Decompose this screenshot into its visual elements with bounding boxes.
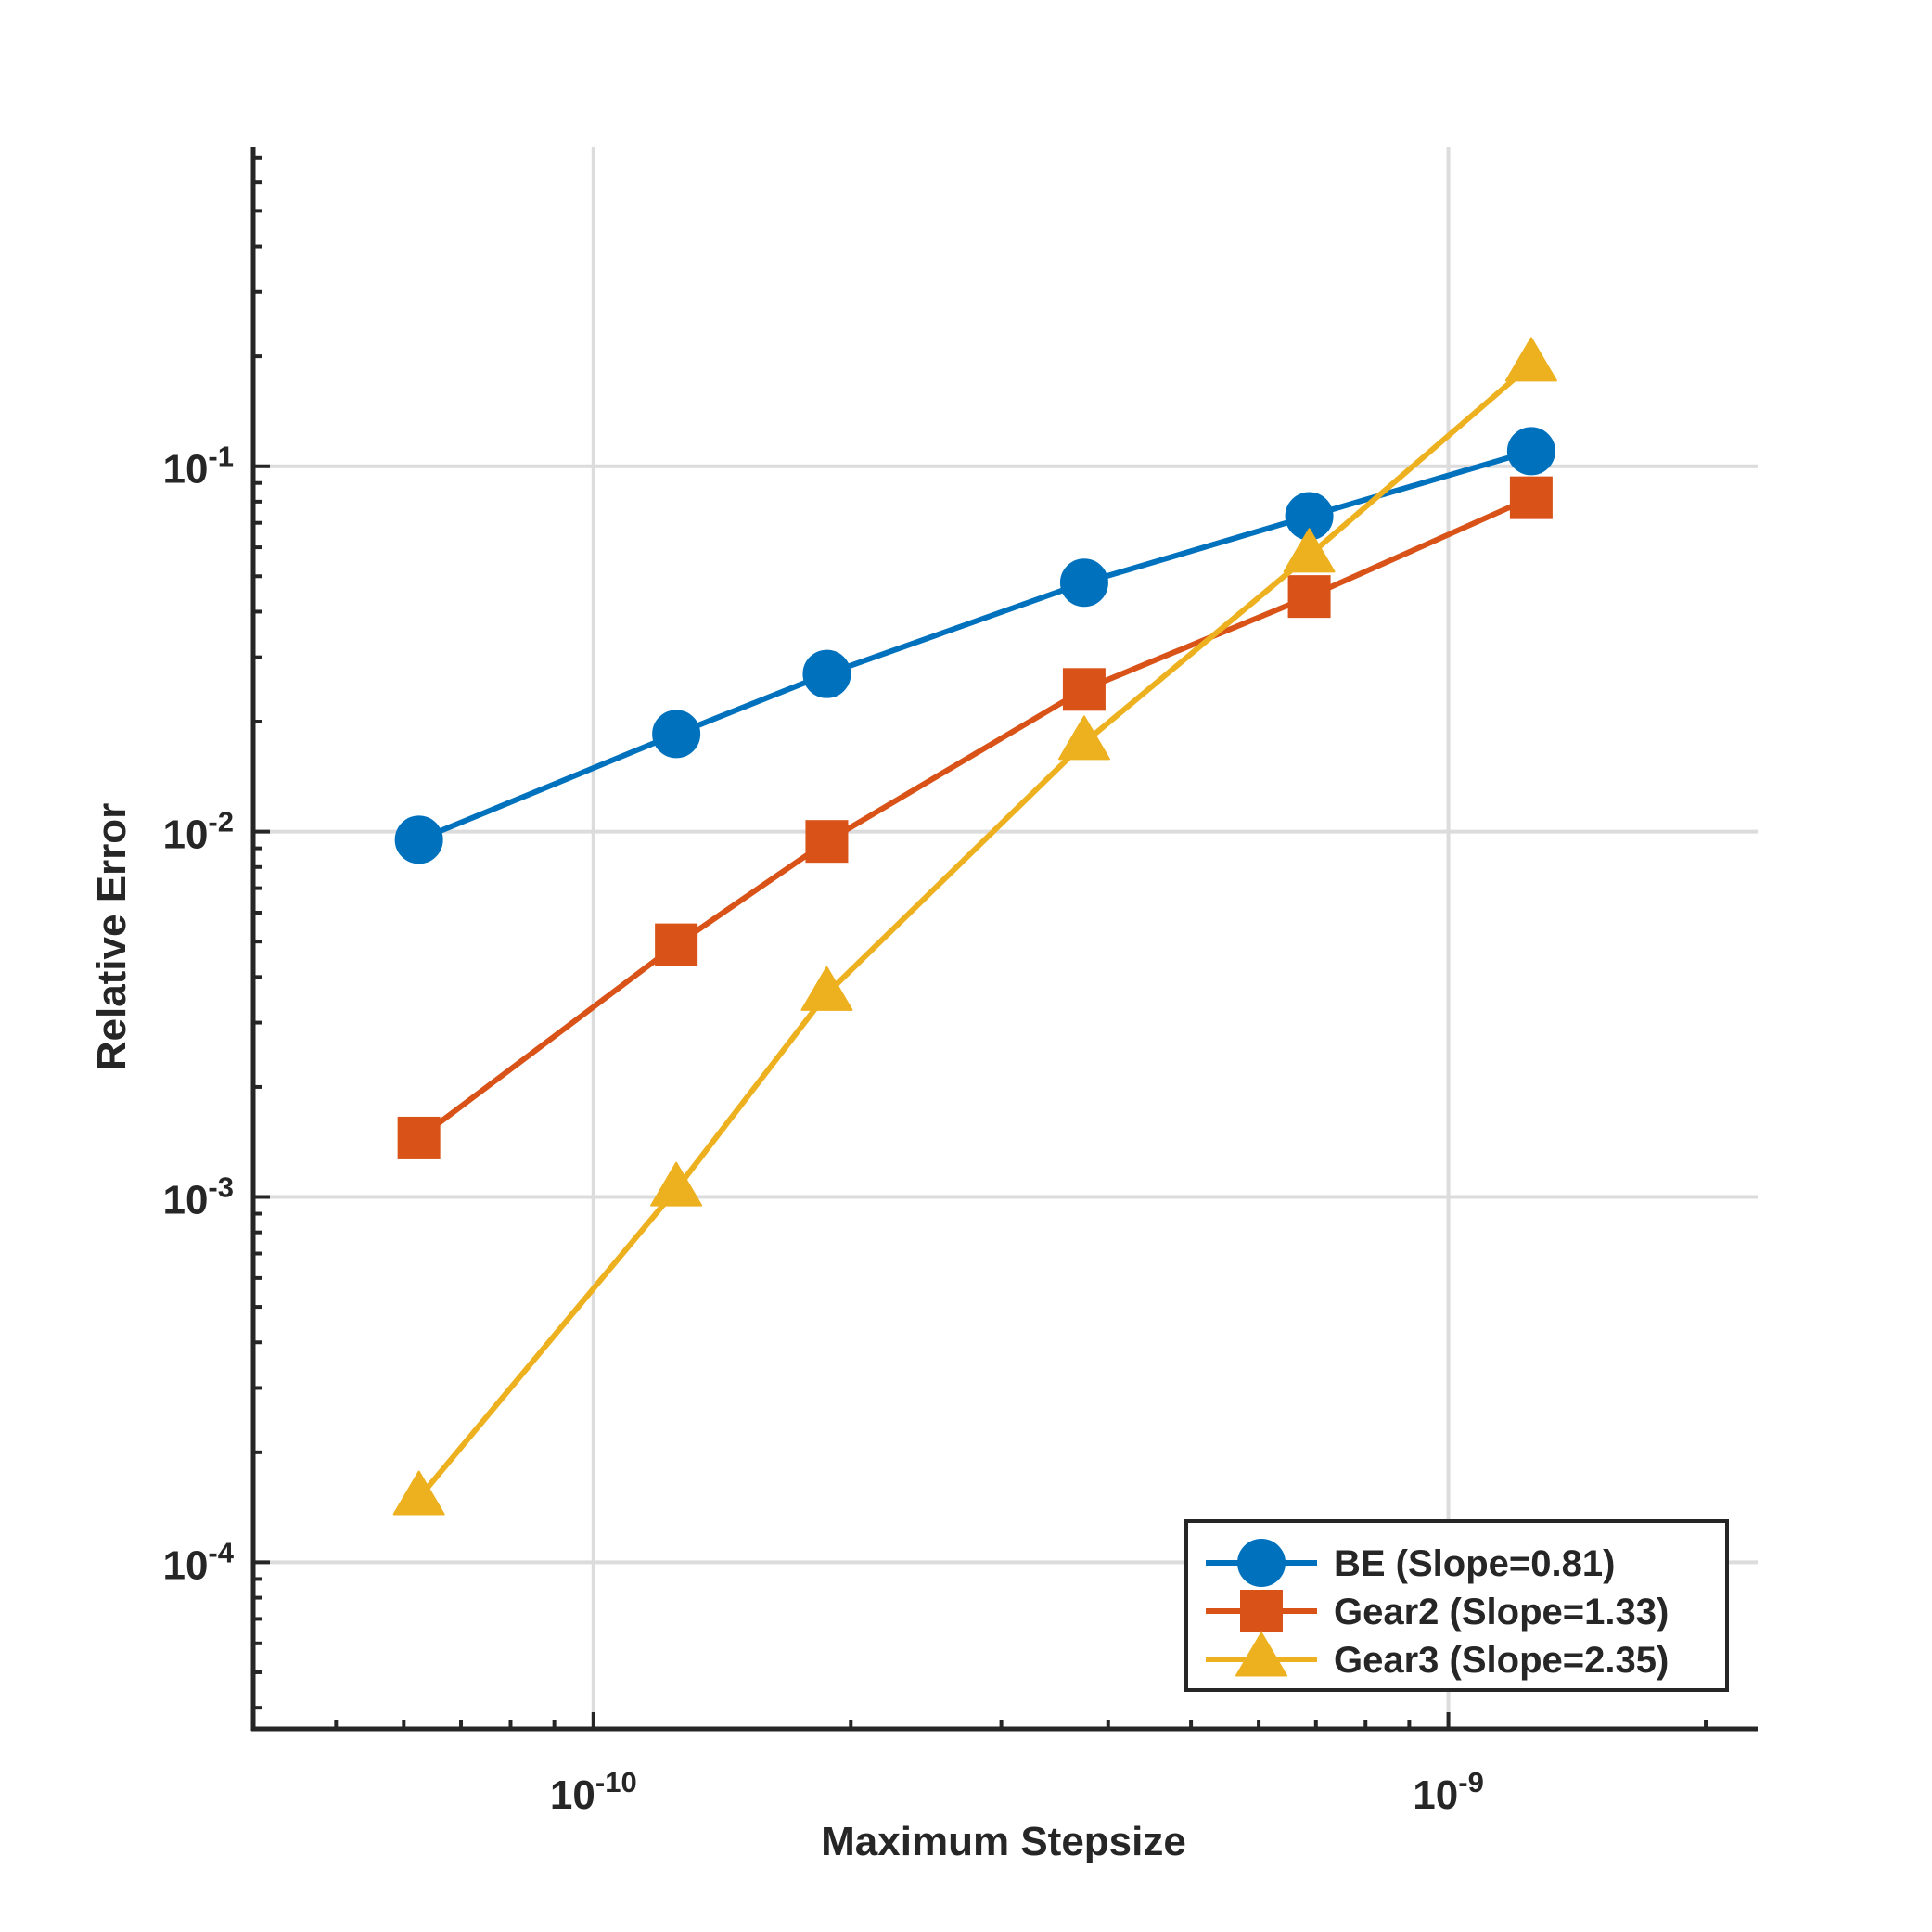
y-tick-label: 10-2 [162,806,234,858]
x-tick-label: 10-9 [1413,1766,1484,1818]
data-series [392,337,1557,1516]
grid-lines [253,147,1758,1729]
x-tick-label: 10-10 [550,1766,637,1818]
data-point [1062,668,1106,711]
data-point [802,649,851,698]
tick-labels: 10-10 10-9 10-4 10-3 10-2 10-1 [162,441,1483,1818]
data-point [800,966,853,1011]
series-1 [394,427,1555,864]
data-point [1059,558,1108,608]
y-tick-label: 10-4 [162,1536,234,1588]
legend-label: Gear3 (Slope=2.35) [1334,1640,1669,1681]
data-point [1287,575,1331,619]
data-point [1283,528,1336,573]
data-point [655,923,698,966]
data-point [1504,337,1557,382]
series-line [416,494,1533,1141]
series-line [416,362,1533,1500]
series-2 [397,476,1553,1159]
data-point [394,815,443,864]
series-3 [392,337,1557,1516]
x-axis-label: Maximum Stepsize [821,1819,1186,1864]
data-point [650,1161,703,1207]
legend-marker [1235,1631,1287,1677]
data-point [392,1470,445,1516]
axes [250,147,1758,1732]
y-tick-label: 10-3 [162,1171,234,1223]
data-point [652,710,701,759]
legend-marker [1237,1539,1286,1587]
data-point [1057,715,1110,761]
data-point [805,820,849,864]
y-axis-label: Relative Error [89,803,134,1071]
y-tick-label: 10-1 [162,441,234,493]
legend: BE (Slope=0.81) Gear2 (Slope=1.33) Gear3 (… [1184,1519,1729,1692]
legend-entry: Gear2 (Slope=1.33) [1206,1590,1669,1632]
legend-label: BE (Slope=0.81) [1334,1543,1615,1584]
series-line [417,448,1532,843]
legend-label: Gear2 (Slope=1.33) [1334,1592,1669,1632]
data-point [1506,427,1555,476]
legend-entry: Gear3 (Slope=2.35) [1206,1631,1669,1681]
data-point [397,1116,441,1159]
data-point [1509,476,1553,519]
legend-entry: BE (Slope=0.81) [1206,1539,1615,1587]
legend-marker [1240,1590,1283,1632]
